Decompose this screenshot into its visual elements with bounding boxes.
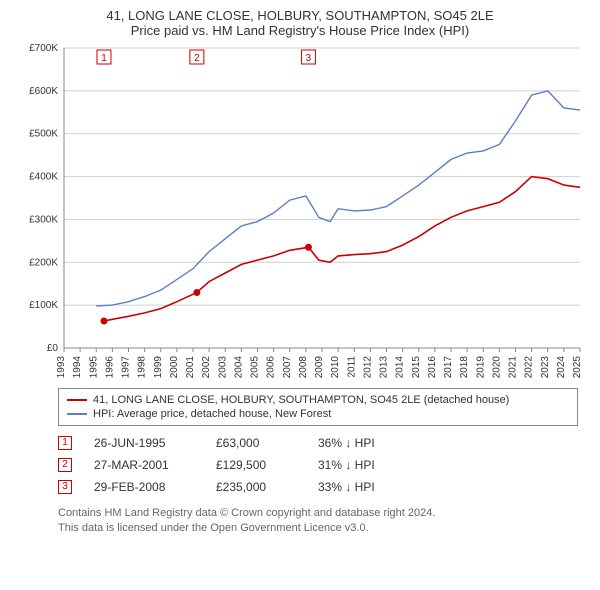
svg-text:£500K: £500K [29,129,58,140]
svg-text:2005: 2005 [250,356,261,379]
svg-text:£600K: £600K [29,86,58,97]
annotation-hpi: 36% ↓ HPI [318,436,408,450]
annotation-row-2: 2 27-MAR-2001 £129,500 31% ↓ HPI [58,454,578,476]
svg-text:2022: 2022 [524,356,535,379]
svg-text:1996: 1996 [104,356,115,379]
svg-text:2013: 2013 [379,356,390,379]
annotation-row-3: 3 29-FEB-2008 £235,000 33% ↓ HPI [58,476,578,498]
svg-text:£300K: £300K [29,214,58,225]
marker-dot-2 [193,289,200,296]
legend-item-1: HPI: Average price, detached house, New … [67,407,569,421]
chart-title-block: 41, LONG LANE CLOSE, HOLBURY, SOUTHAMPTO… [12,8,588,38]
svg-text:2021: 2021 [508,356,519,379]
svg-text:1994: 1994 [72,356,83,379]
svg-text:£0: £0 [47,343,59,354]
legend-item-0: 41, LONG LANE CLOSE, HOLBURY, SOUTHAMPTO… [67,393,569,407]
svg-text:2004: 2004 [233,356,244,379]
legend-label: HPI: Average price, detached house, New … [93,408,331,420]
marker-dot-3 [305,244,312,251]
svg-text:2006: 2006 [266,356,277,379]
svg-text:2015: 2015 [411,356,422,379]
annotation-date: 27-MAR-2001 [94,458,194,472]
price-chart: £0 £100K £200K £300K £400K £500K £600K £700K 199… [12,42,588,382]
title-address: 41, LONG LANE CLOSE, HOLBURY, SOUTHAMPTO… [12,8,588,23]
svg-text:2003: 2003 [217,356,228,379]
svg-text:2008: 2008 [298,356,309,379]
legend-label: 41, LONG LANE CLOSE, HOLBURY, SOUTHAMPTO… [93,394,509,406]
svg-text:2018: 2018 [459,356,470,379]
svg-text:2016: 2016 [427,356,438,379]
svg-text:2011: 2011 [346,356,357,378]
legend-swatch [67,413,87,415]
series-price_paid [104,177,580,321]
svg-text:1999: 1999 [153,356,164,379]
title-subtitle: Price paid vs. HM Land Registry's House … [12,23,588,38]
annotation-price: £129,500 [216,458,296,472]
svg-text:2025: 2025 [572,356,583,379]
svg-text:1997: 1997 [121,356,132,379]
svg-text:1995: 1995 [88,356,99,379]
svg-text:2017: 2017 [443,356,454,379]
footer-attribution: Contains HM Land Registry data © Crown c… [58,506,578,536]
annotation-table: 1 26-JUN-1995 £63,000 36% ↓ HPI 2 27-MAR-2001… [58,432,578,498]
annotation-hpi: 31% ↓ HPI [318,458,408,472]
annotation-marker: 1 [58,436,72,450]
svg-text:2019: 2019 [475,356,486,379]
svg-text:£400K: £400K [29,172,58,183]
marker-label-2: 2 [194,53,200,64]
annotation-marker: 3 [58,480,72,494]
legend-swatch [67,399,87,401]
svg-text:2001: 2001 [185,356,196,379]
annotation-price: £235,000 [216,480,296,494]
annotation-date: 26-JUN-1995 [94,436,194,450]
svg-text:2020: 2020 [491,356,502,379]
svg-text:1993: 1993 [56,356,67,379]
svg-text:2000: 2000 [169,356,180,379]
svg-text:1998: 1998 [137,356,148,379]
svg-text:2024: 2024 [556,356,567,379]
annotation-row-1: 1 26-JUN-1995 £63,000 36% ↓ HPI [58,432,578,454]
svg-text:2023: 2023 [540,356,551,379]
annotation-marker: 2 [58,458,72,472]
footer-line-1: Contains HM Land Registry data © Crown c… [58,506,578,521]
svg-text:2010: 2010 [330,356,341,379]
marker-dot-1 [100,318,107,325]
svg-text:2007: 2007 [282,356,293,379]
marker-label-3: 3 [306,53,312,64]
svg-text:£100K: £100K [29,300,58,311]
annotation-price: £63,000 [216,436,296,450]
series-hpi [96,91,580,306]
legend: 41, LONG LANE CLOSE, HOLBURY, SOUTHAMPTO… [58,388,578,426]
annotation-date: 29-FEB-2008 [94,480,194,494]
svg-text:£200K: £200K [29,257,58,268]
svg-text:£700K: £700K [29,43,58,54]
svg-text:2002: 2002 [201,356,212,379]
svg-text:2009: 2009 [314,356,325,379]
footer-line-2: This data is licensed under the Open Gov… [58,521,578,536]
svg-text:2012: 2012 [362,356,373,379]
annotation-hpi: 33% ↓ HPI [318,480,408,494]
marker-label-1: 1 [101,53,107,64]
svg-text:2014: 2014 [395,356,406,379]
